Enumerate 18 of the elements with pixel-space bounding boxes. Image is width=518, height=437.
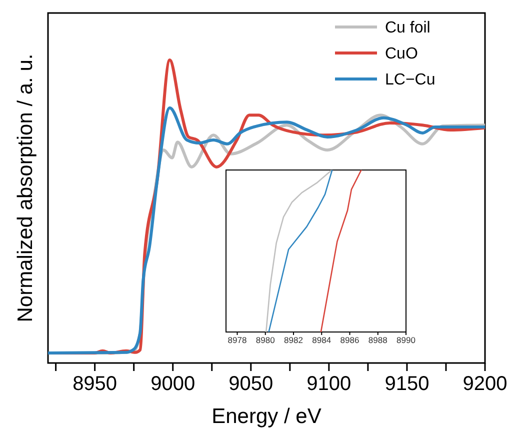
legend-label: LC−Cu [385, 72, 436, 89]
x-tick-label: 9150 [384, 373, 430, 395]
x-tick-label: 8982 [284, 335, 304, 346]
x-tick-label: 8988 [368, 335, 388, 346]
x-tick-label: 8980 [256, 335, 276, 346]
x-tick-label: 9050 [228, 373, 274, 395]
x-axis-title: Energy / eV [212, 405, 322, 428]
x-tick-label: 8978 [228, 335, 247, 346]
x-tick-label: 8990 [396, 335, 416, 346]
legend-label: Cu foil [385, 20, 430, 37]
x-tick-label: 8950 [72, 373, 118, 395]
x-tick-label: 9000 [150, 373, 196, 395]
y-axis-title: Normalized absorption / a. u. [14, 54, 37, 322]
x-tick-label: 9100 [306, 373, 352, 395]
x-tick-label: 9200 [462, 373, 508, 395]
x-tick-label: 8986 [340, 335, 360, 346]
legend-label: CuO [385, 46, 418, 63]
x-tick-label: 8984 [312, 335, 332, 346]
